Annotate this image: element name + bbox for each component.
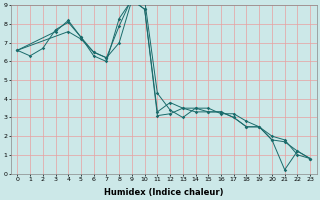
X-axis label: Humidex (Indice chaleur): Humidex (Indice chaleur)	[104, 188, 223, 197]
